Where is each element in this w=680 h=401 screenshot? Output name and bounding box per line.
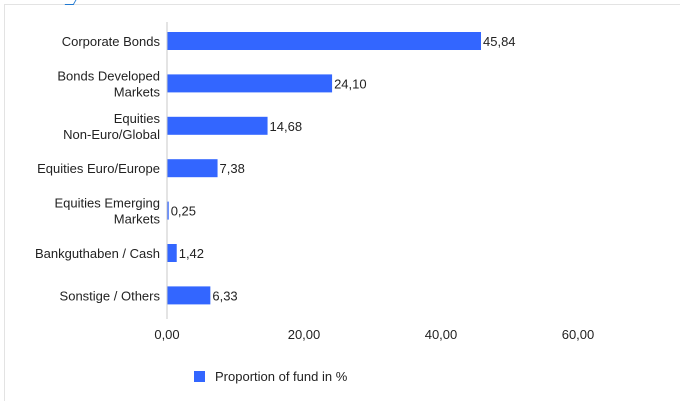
category-labels-group: Corporate Bonds Bonds Developed Markets Equ… xyxy=(35,34,161,303)
x-tick-label-1: 20,00 xyxy=(288,327,321,342)
category-label-1: Bonds Developed Markets xyxy=(57,68,160,99)
value-labels-group: 45,84 24,10 14,68 7,38 0,25 1,42 6,33 xyxy=(171,34,516,303)
category-label-0: Corporate Bonds xyxy=(62,34,161,49)
value-label-6: 6,33 xyxy=(212,288,237,303)
bar-0 xyxy=(167,32,482,50)
value-label-1: 24,10 xyxy=(334,76,367,91)
x-tick-label-3: 60,00 xyxy=(562,327,595,342)
frame-top-border xyxy=(4,4,680,5)
bar-3 xyxy=(167,159,218,178)
bar-2 xyxy=(167,116,268,135)
category-label-5: Bankguthaben / Cash xyxy=(35,246,160,261)
category-label-6: Sonstige / Others xyxy=(60,288,161,303)
legend: Proportion of fund in % xyxy=(194,369,348,384)
legend-label: Proportion of fund in % xyxy=(215,369,348,384)
frame-left-border xyxy=(4,4,5,401)
legend-swatch xyxy=(194,371,205,382)
value-label-2: 14,68 xyxy=(270,119,303,134)
bars-group xyxy=(167,32,482,305)
bar-5 xyxy=(167,244,177,262)
category-label-2: Equities Non-Euro/Global xyxy=(63,111,160,142)
bar-6 xyxy=(167,286,211,305)
bar-4 xyxy=(167,201,169,220)
value-label-5: 1,42 xyxy=(179,246,204,261)
value-label-4: 0,25 xyxy=(171,204,196,219)
value-label-3: 7,38 xyxy=(220,161,245,176)
bar-1 xyxy=(167,74,333,93)
x-tick-label-2: 40,00 xyxy=(425,327,458,342)
value-label-0: 45,84 xyxy=(483,34,516,49)
category-label-4: Equities Emerging Markets xyxy=(55,196,161,227)
category-label-3: Equities Euro/Europe xyxy=(37,161,160,176)
x-tick-label-0: 0,00 xyxy=(154,327,179,342)
x-tick-labels-group: 0,00 20,00 40,00 60,00 xyxy=(154,327,594,342)
